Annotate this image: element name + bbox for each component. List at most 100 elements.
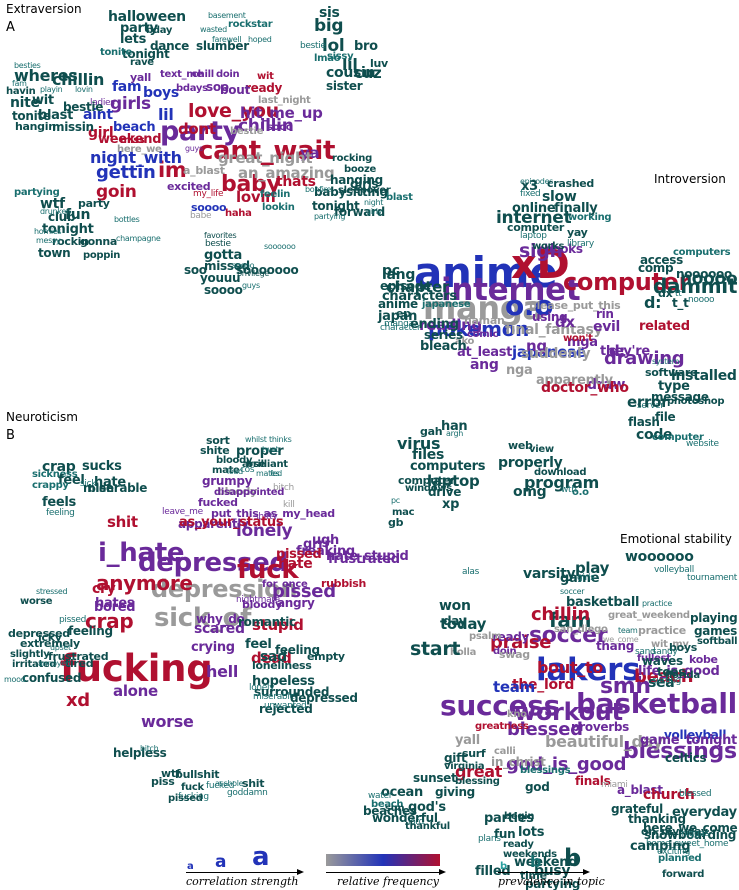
extraversion-word: lil (342, 55, 358, 74)
stability-word: time (520, 869, 547, 882)
stability-word: kobe (689, 653, 718, 666)
introversion-word: mga (567, 335, 598, 350)
extraversion-word: yall (130, 71, 151, 84)
neuroticism-word: crap (85, 609, 134, 633)
extraversion-word: bestie (63, 100, 104, 114)
neuroticism-word: sickness (32, 469, 78, 480)
introversion-word: message (651, 390, 709, 404)
introversion-word: laptop (427, 472, 480, 490)
extraversion-word: im (158, 158, 187, 182)
introversion-word: works (532, 241, 565, 252)
introversion-word: website (686, 439, 719, 449)
stability-word: soccer (529, 623, 608, 648)
introversion-word: won't (563, 333, 593, 344)
extraversion-word: homies (34, 227, 62, 236)
introversion-word: drawing (604, 348, 685, 369)
stability-word: exciting (657, 847, 691, 857)
introversion-word: episodes (520, 177, 554, 186)
neuroticism-word: bloody (217, 485, 258, 498)
stability-word: today (440, 615, 487, 633)
neuroticism-word: unwanted (264, 701, 307, 711)
extraversion-word: wit (32, 93, 54, 108)
stability-word: in_christ (491, 755, 546, 769)
neuroticism-word: stressed (36, 587, 68, 596)
extraversion-word: missed (204, 259, 250, 273)
stability-word: beaches (363, 804, 417, 818)
extraversion-word: night_with (90, 148, 182, 167)
introversion-word: sigh (519, 240, 563, 262)
stability-word: won (439, 598, 471, 614)
introversion-word: software (645, 366, 698, 379)
neuroticism-word: freaking (296, 544, 355, 559)
introversion-word: xp (442, 497, 460, 512)
stability-word: god (525, 780, 550, 794)
stability-word: wit_my (651, 639, 689, 650)
stability-word: weekends (503, 849, 557, 860)
extraversion-word: rave (130, 57, 154, 68)
neuroticism-word: sad (260, 649, 287, 665)
extraversion-word: youuu (200, 271, 241, 285)
introversion-word: they're (600, 344, 650, 359)
introversion-word: computers (410, 459, 486, 474)
stability-word: gift (444, 751, 467, 765)
stability-word: ready (503, 839, 534, 850)
neuroticism-word: goddamn (227, 788, 268, 798)
extraversion-word: slumber (196, 39, 249, 53)
extraversion-word: chill (192, 69, 214, 80)
neuroticism-word: xd (66, 690, 90, 711)
extraversion-word: havin (6, 86, 36, 97)
extraversion-word: girls (110, 94, 151, 114)
neuroticism-word: arse (242, 459, 266, 470)
stability-word: toes (657, 665, 686, 679)
introversion-word: draw (587, 377, 626, 393)
neuroticism-word: rejected (259, 702, 313, 716)
introversion-word: reading (419, 316, 482, 334)
introversion-word: ep (396, 307, 411, 320)
stability-word: game_tonight (640, 733, 737, 748)
neuroticism-word: fucked (198, 496, 238, 509)
introversion-word: doctor_who (541, 380, 629, 396)
extraversion-word: cant_wait (198, 136, 336, 166)
neuroticism-word: nightmare (236, 595, 280, 605)
stability-word: we_come (603, 635, 639, 644)
extraversion-word: girls (350, 177, 379, 191)
extraversion-word: party (120, 21, 158, 36)
extraversion-word: blast (386, 192, 413, 203)
introversion-word: evil (593, 319, 621, 335)
extraversion-word: bestie (300, 41, 326, 51)
introversion-word: omg (513, 484, 547, 500)
introversion-word: ng (526, 337, 547, 355)
legend-prevalence-small: b (500, 861, 508, 872)
neuroticism-word: mates (256, 469, 280, 478)
introversion-word: view (529, 444, 554, 455)
neuroticism-word: grumpy (202, 474, 253, 488)
neuroticism-word: angry (277, 596, 315, 610)
stability-word: partying (525, 877, 581, 890)
introversion-word: internet (441, 272, 581, 308)
extraversion-word: love_you (188, 100, 279, 122)
extraversion-word: messy (36, 236, 61, 245)
neuroticism-word: disappointed (214, 487, 285, 498)
neuroticism-word: feeling (46, 508, 75, 518)
stability-word: fullest (637, 653, 671, 664)
stability-word: kno (507, 709, 527, 720)
extraversion-word: poppin (83, 250, 121, 261)
extraversion-word: weekend (98, 132, 162, 147)
extraversion-word: wheres (14, 66, 78, 85)
stability-word: calli (494, 746, 516, 757)
stability-word: fun (494, 827, 516, 841)
legend-prevalence-caption: prevalence in topic (498, 875, 605, 888)
legend-correlation-arrow (186, 869, 304, 875)
stability-word: praise (490, 632, 552, 653)
stability-word: ready (492, 630, 530, 644)
introversion-word: photoshop (667, 396, 725, 407)
introversion-word: han (441, 419, 468, 434)
extraversion-word: gettin (96, 162, 156, 183)
stability-word: planned (658, 853, 702, 864)
neuroticism-word: surrounded (254, 685, 330, 699)
introversion-word: library (567, 239, 594, 249)
stability-word: forward (662, 869, 705, 880)
introversion-word: flash (628, 415, 660, 429)
introversion-word: series (424, 328, 463, 342)
introversion-word: comp (638, 261, 674, 275)
